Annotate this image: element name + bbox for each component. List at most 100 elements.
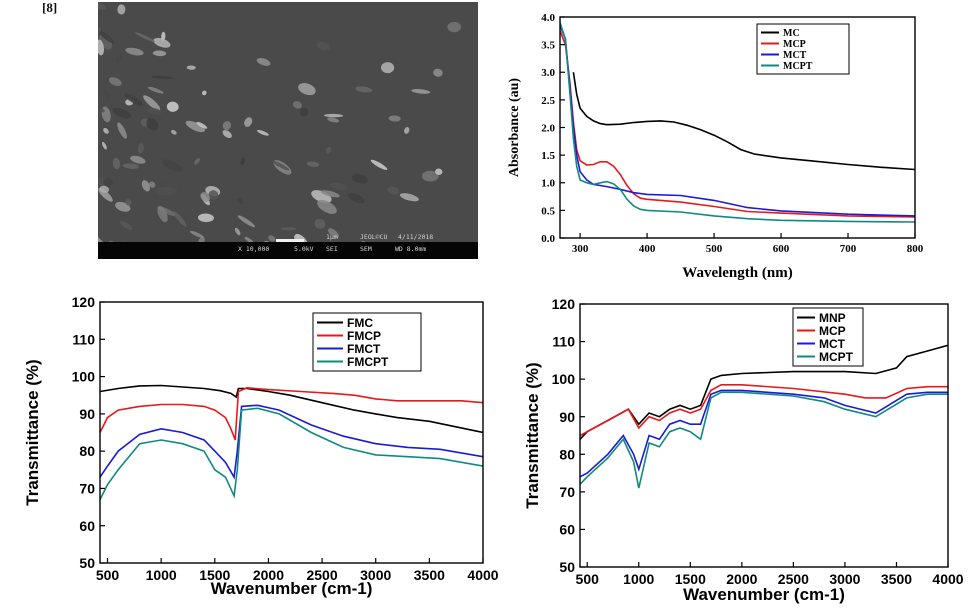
sem-grain	[166, 101, 179, 112]
x-axis-label: Wavelength (nm)	[682, 265, 792, 281]
sem-grain	[153, 37, 171, 48]
sem-grain	[112, 107, 132, 119]
x-tick-label: 2500	[778, 571, 809, 587]
sem-grain	[244, 236, 254, 243]
sem-grain	[156, 186, 178, 196]
sem-grain	[421, 170, 439, 182]
sem-grain	[271, 160, 290, 171]
series-line-fmcp	[100, 386, 483, 441]
sem-grain	[172, 210, 187, 227]
sem-grain	[306, 161, 320, 167]
y-tick-label: 4.0	[541, 12, 555, 24]
x-tick-label: 3000	[829, 571, 860, 587]
sem-grain	[348, 193, 365, 204]
sem-grain	[125, 199, 132, 206]
x-tick-label: 1000	[146, 567, 177, 583]
y-tick-label: 70	[559, 484, 575, 500]
sem-grain	[152, 50, 167, 57]
sem-grain	[299, 107, 309, 117]
reference-mark: [8]	[42, 0, 58, 15]
y-axis-label: Transmittance (%)	[23, 359, 42, 505]
sem-voltage: 5.0kV	[294, 245, 314, 253]
legend-label-mc: MC	[783, 28, 800, 39]
x-axis-label: Wavenumber (cm-1)	[683, 585, 845, 604]
sem-grain	[99, 108, 105, 113]
legend-label-fmcpt: FMCPT	[347, 355, 389, 369]
sem-grain	[240, 157, 246, 166]
series-line-fmc	[100, 384, 483, 434]
sem-grain	[298, 83, 316, 96]
sem-grain	[116, 53, 123, 64]
sem-grain	[194, 158, 201, 165]
y-tick-label: 70	[79, 480, 95, 496]
sem-grain	[186, 65, 196, 70]
x-tick-label: 500	[576, 571, 600, 587]
sem-grain	[404, 126, 410, 134]
sem-grain	[98, 29, 115, 44]
x-axis-label: Wavenumber (cm-1)	[211, 579, 373, 598]
sem-grain	[125, 47, 144, 56]
sem-grain	[292, 101, 303, 109]
y-tick-label: 100	[72, 369, 96, 385]
sem-grain	[98, 39, 104, 56]
y-tick-label: 1.5	[541, 150, 555, 162]
sem-grain	[151, 75, 174, 80]
sem-micrograph: X 10,000 5.0kV SEI SEM WD 8.0mm 1μm JEOL…	[98, 2, 478, 259]
x-tick-label: 700	[840, 243, 857, 255]
series-line-mcpt	[580, 391, 948, 489]
y-tick-label: 2.0	[541, 122, 555, 134]
legend-label-fmcp: FMCP	[347, 329, 381, 343]
sem-grain	[103, 177, 113, 187]
y-tick-label: 60	[559, 521, 575, 537]
y-tick-label: 90	[79, 406, 95, 422]
sem-grain	[320, 190, 340, 198]
sem-grain	[147, 86, 164, 94]
y-tick-label: 90	[559, 409, 575, 425]
sem-grain	[157, 205, 168, 223]
sem-grain	[124, 93, 143, 106]
sem-grain	[316, 42, 331, 51]
x-tick-label: 2500	[306, 567, 337, 583]
sem-grain	[117, 4, 126, 15]
sem-grain	[208, 190, 219, 201]
series-line-mc	[572, 72, 915, 171]
y-tick-label: 100	[552, 371, 576, 387]
sem-grain	[99, 185, 110, 193]
sem-grain	[351, 173, 368, 184]
sem-grain	[411, 89, 431, 94]
sem-grain	[222, 121, 232, 131]
sem-grain	[160, 180, 167, 187]
x-tick-label: 1500	[675, 571, 706, 587]
x-tick-label: 1500	[199, 567, 230, 583]
sem-grain	[236, 197, 244, 205]
y-tick-label: 3.5	[541, 40, 555, 52]
legend-label-mcp: MCP	[819, 324, 846, 338]
x-tick-label: 4000	[932, 571, 963, 587]
sem-grain	[202, 90, 207, 96]
sem-grain	[112, 157, 121, 170]
series-line-mct	[580, 389, 948, 478]
y-tick-label: 110	[72, 331, 95, 347]
sem-grain	[98, 27, 102, 36]
y-tick-label: 0.0	[541, 233, 555, 245]
x-tick-label: 1000	[623, 571, 654, 587]
chart-uv: 300 400 500 600 700 800 0.0 0.5 1.0 1.5 2.0 2.5 3.0 3…	[507, 12, 924, 281]
sem-grain	[328, 228, 339, 239]
x-tick-label: 500	[96, 567, 120, 583]
sem-grain	[185, 120, 205, 133]
sem-grain	[197, 213, 214, 223]
sem-grain	[147, 107, 162, 115]
sem-grain	[149, 181, 156, 188]
sem-grain	[196, 121, 208, 129]
sem-grain	[435, 168, 443, 175]
y-tick-label: 110	[552, 334, 575, 350]
sem-working-distance: WD 8.0mm	[395, 245, 427, 253]
sem-grain	[122, 163, 139, 169]
sem-magnification: X 10,000	[238, 245, 270, 253]
series-line-mcp	[580, 384, 948, 437]
sem-grain	[108, 77, 122, 86]
sem-grain	[171, 129, 177, 135]
sem-grain	[317, 199, 337, 214]
sem-grain	[447, 21, 462, 33]
sem-grain	[137, 142, 144, 154]
